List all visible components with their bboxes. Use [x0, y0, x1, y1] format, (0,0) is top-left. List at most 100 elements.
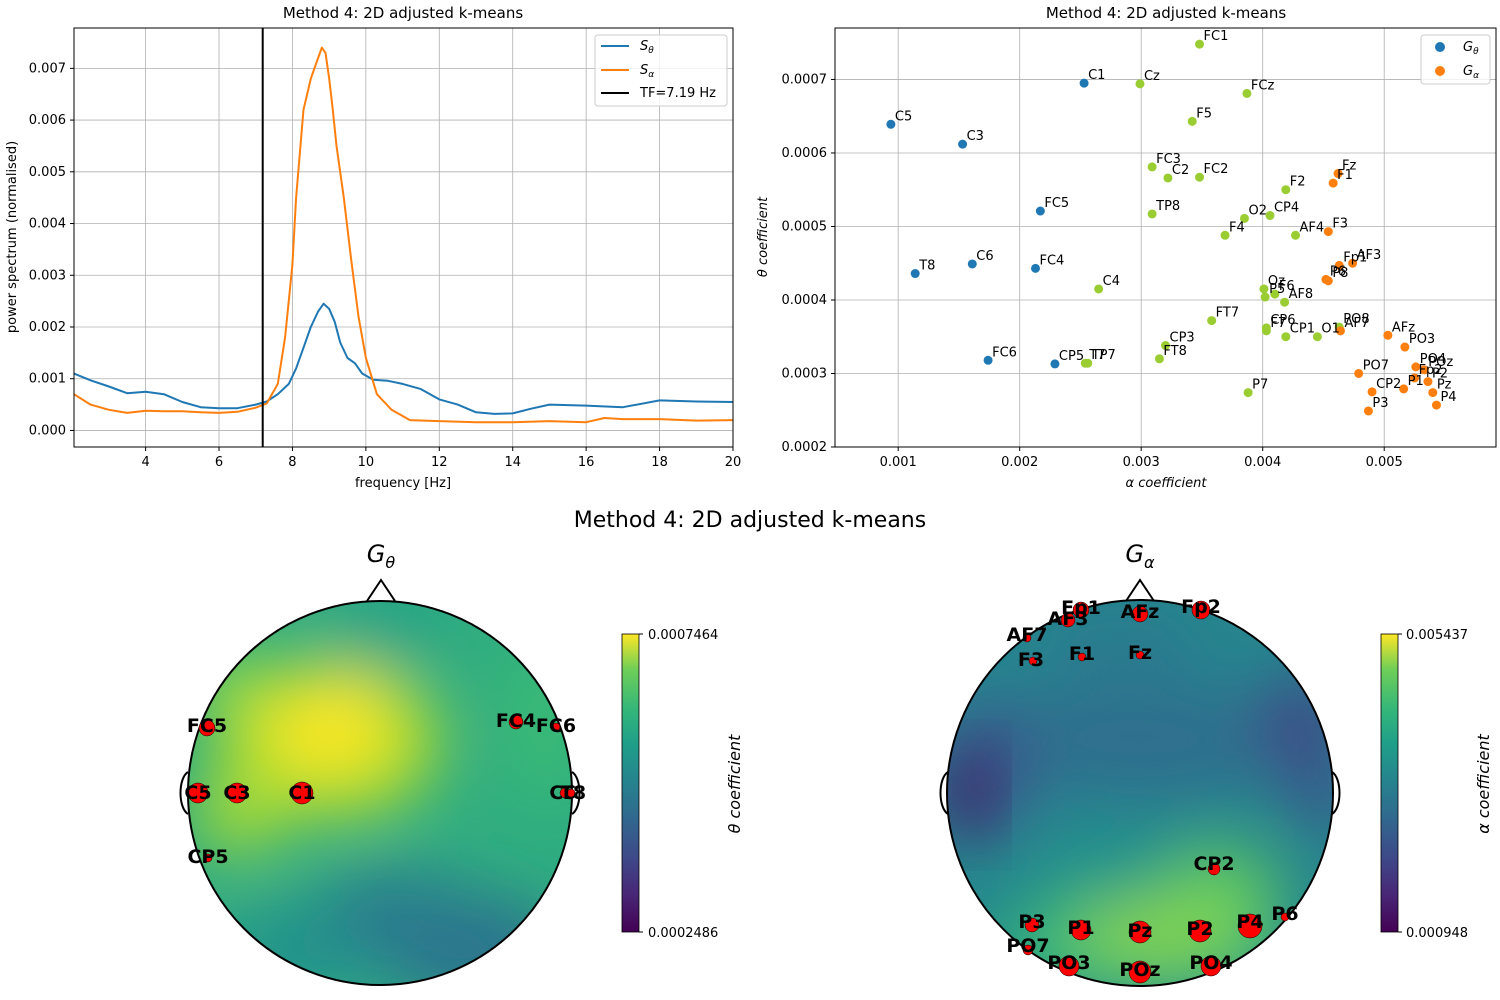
psd-xlabel: frequency [Hz]	[355, 476, 451, 491]
scatter-point-cp3	[1161, 341, 1170, 351]
electrode-label-p2: P2	[1186, 918, 1213, 940]
scatter-ytick-label: 0.0005	[782, 219, 828, 234]
electrode-label-afz: AFz	[1121, 601, 1160, 623]
scatter-ytick-label: 0.0003	[782, 366, 828, 381]
scatter-point-label-fp2: Fp2	[1419, 363, 1443, 378]
scatter-point-label-f5: F5	[1196, 106, 1212, 121]
scatter-point-fp1	[1334, 260, 1344, 270]
electrode-label-fz: Fz	[1128, 642, 1152, 664]
legend-label-tf: TF=7.19 Hz	[639, 86, 716, 101]
psd-ytick-label: 0.001	[29, 372, 66, 387]
scatter-point-p7	[1243, 388, 1253, 398]
scatter-ticks: 0.001 0.002 0.003 0.004 0.005 0.0002 0.0003 0.0…	[782, 72, 1403, 470]
scatter-point-label-ft7: FT7	[1216, 306, 1239, 321]
psd-ylabel: power spectrum (normalised)	[5, 141, 20, 333]
scatter-point-o2	[1239, 213, 1249, 223]
scatter-point-fcz	[1242, 88, 1252, 98]
scatter-point-af8	[1280, 297, 1290, 307]
scatter-point-label-po7: PO7	[1363, 358, 1389, 373]
electrode-t8	[566, 788, 576, 798]
scatter-point-p3	[1363, 406, 1373, 416]
scatter-point-label-tp8: TP8	[1155, 199, 1180, 214]
colorbar-theta	[621, 633, 640, 933]
electrode-poz	[1128, 960, 1152, 984]
nose-alpha	[1125, 578, 1155, 602]
colorbar-alpha-min: 0.000948	[1406, 926, 1468, 941]
psd-legend: Sθ Sα TF=7.19 Hz	[594, 34, 728, 107]
scatter-point-fc1	[1195, 39, 1205, 49]
scatter-legend: Gθ Gα	[1420, 34, 1491, 85]
scatter-point-label-poz: POz	[1428, 355, 1453, 370]
scatter-point-fc6	[983, 355, 993, 365]
scatter-point-c2	[1163, 173, 1173, 183]
ear-right-alpha	[1331, 771, 1341, 815]
scatter-legend-box	[1420, 34, 1491, 85]
psd-ytick-label: 0.003	[29, 268, 66, 283]
psd-xtick-label: 16	[578, 455, 595, 470]
scatter-point-label-cp6: CP6	[1270, 313, 1295, 328]
colorbar-theta-label: θ coefficient	[725, 734, 744, 834]
scatter-point-ft7	[1207, 316, 1217, 326]
scatter-point-label-t8: T8	[918, 259, 935, 274]
electrode-p1	[1070, 919, 1092, 941]
electrode-f1	[1077, 652, 1087, 662]
scatter-point-label-tp7: TP7	[1091, 348, 1116, 363]
electrode-label-t8: T8	[560, 782, 586, 804]
scatter-point-fz	[1333, 169, 1343, 179]
psd-ticks: 4 6 8 10 12 14 16 18 20 0.000 0.001 0.002 0.003 0.004…	[29, 61, 741, 470]
scatter-point-af3	[1348, 258, 1358, 268]
psd-grid	[74, 28, 734, 447]
scatter-point-label-oz: Oz	[1268, 274, 1285, 289]
scatter-point-cz	[1135, 79, 1145, 89]
scatter-point-af4	[1291, 230, 1301, 240]
electrode-label-f3: F3	[1018, 649, 1044, 671]
electrode-label-po7: PO7	[1006, 935, 1049, 957]
scatter-point-label-fc1: FC1	[1204, 29, 1229, 44]
psd-xtick-label: 20	[725, 455, 742, 470]
electrode-f3	[1028, 656, 1038, 666]
scatter-point-af7	[1335, 326, 1345, 336]
scatter-point-label-ft8: FT8	[1163, 344, 1186, 359]
electrode-label-p6: P6	[1271, 903, 1298, 925]
psd-legend-box	[594, 34, 728, 107]
head-outline-alpha	[946, 599, 1334, 987]
electrode-p2	[1188, 919, 1212, 943]
scatter-point-label-t7: T7	[1088, 348, 1105, 363]
electrode-label-fc5: FC5	[187, 715, 227, 737]
electrode-label-pz: Pz	[1128, 920, 1153, 942]
legend-marker-g-theta	[1435, 42, 1445, 52]
scatter-point-t7	[1080, 358, 1090, 368]
scatter-point-f2	[1281, 185, 1291, 195]
psd-chart: Method 4: 2D adjusted k-means 4 6 8 10 12 14 1…	[5, 4, 741, 491]
colorbar-alpha-max: 0.005437	[1406, 628, 1468, 643]
topomap-alpha: Gα Fp1 AF3 AFz	[939, 540, 1493, 987]
ear-left-alpha	[939, 771, 949, 815]
scatter-point-label-cp3: CP3	[1170, 331, 1195, 346]
scatter-point-c5	[886, 119, 896, 129]
electrode-po4	[1200, 955, 1222, 977]
scatter-point-oz	[1259, 284, 1269, 294]
scatter-point-label-pz: Pz	[1437, 378, 1452, 393]
psd-xtick-label: 14	[504, 455, 521, 470]
scatter-point-label-po3: PO3	[1409, 332, 1435, 347]
scatter-point-cp2	[1367, 387, 1377, 397]
electrode-p6	[1280, 912, 1290, 922]
electrode-afz	[1131, 605, 1149, 623]
scatter-point-label-p5: P5	[1269, 282, 1285, 297]
scatter-point-label-p8: P8	[1332, 266, 1348, 281]
scatter-point-label-c5: C5	[895, 109, 912, 124]
scatter-point-f6	[1270, 289, 1280, 299]
ear-right-theta	[571, 771, 581, 815]
scatter-ytick-label: 0.0004	[782, 293, 828, 308]
figure-suptitle: Method 4: 2D adjusted k-means	[574, 508, 926, 533]
scatter-point-label-f3: F3	[1332, 217, 1348, 232]
scatter-point-label-fp1: Fp1	[1343, 250, 1367, 265]
psd-series-s-alpha	[74, 46, 733, 424]
scatter-point-p5	[1260, 292, 1270, 302]
scatter-xlabel: α coefficient	[1126, 476, 1208, 491]
scatter-point-cp5	[1050, 359, 1060, 369]
scatter-point-label-p4: P4	[1440, 390, 1456, 405]
electrode-label-c3: C3	[223, 782, 250, 804]
